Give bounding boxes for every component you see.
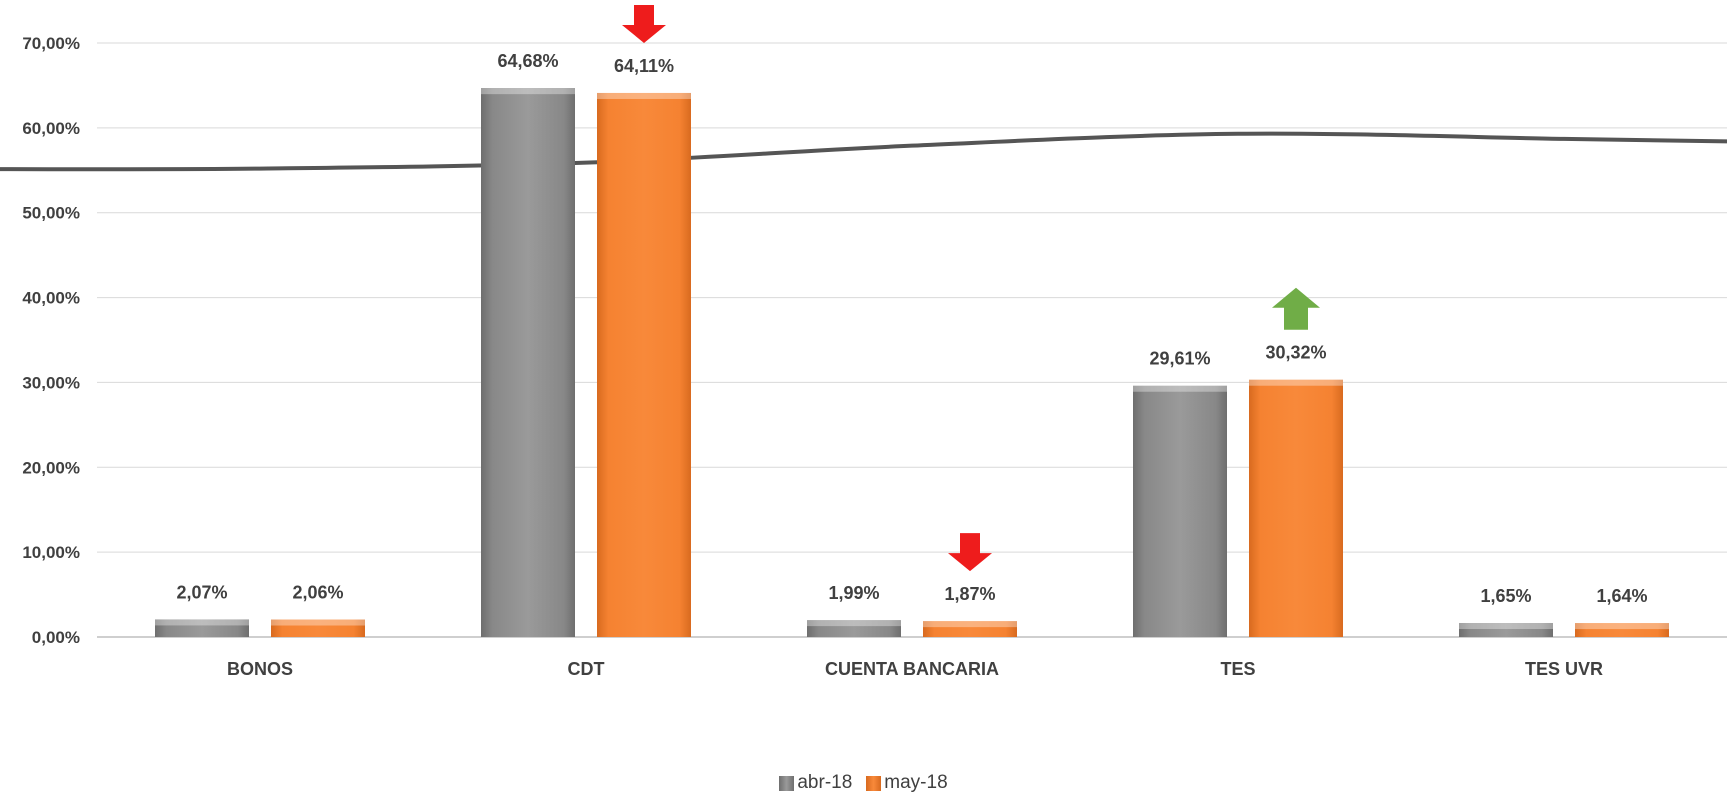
data-label: 1,65% [1480,586,1531,606]
legend-label-series-2: may-18 [884,772,948,793]
bar-abr-18 [807,620,901,637]
data-label: 2,07% [176,582,227,602]
x-category-label: BONOS [227,659,293,679]
bar-abr-18-front [481,88,575,638]
data-label: 29,61% [1149,349,1210,369]
bar-may-18 [923,621,1017,637]
y-tick-label: 10,00% [22,543,80,562]
data-label: 2,06% [292,583,343,603]
bar-bevel [481,88,575,95]
y-tick-label: 60,00% [22,119,80,138]
bar-bevel [597,92,691,99]
bar-bevel [923,621,1017,628]
legend-swatch-series-2 [866,775,882,791]
bar-bevel [807,620,901,627]
legend-item-series-2: may-18 [866,772,948,794]
data-label: 1,87% [944,584,995,604]
arrow-down-icon [948,533,992,572]
y-tick-label: 0,00% [32,628,80,647]
data-label: 64,68% [497,51,558,71]
y-tick-label: 50,00% [22,204,80,223]
bar-bevel [271,619,365,626]
data-label: 1,64% [1596,586,1647,606]
legend-swatch-series-1 [779,775,795,791]
legend: abr-18 may-18 [0,772,1727,794]
x-category-label: CDT [568,659,605,679]
y-tick-label: 70,00% [22,34,80,53]
bar-abr-18 [1459,622,1553,637]
bar-bevel [155,619,249,626]
legend-label-series-1: abr-18 [797,772,853,793]
trend-line [0,131,1727,172]
bar-chart: 0,00% 10,00% 20,00% 30,00% 40,00% 50,00% 60,00… [0,4,1727,679]
data-label: 30,32% [1265,343,1326,363]
bar-abr-18 [155,619,249,637]
y-tick-label: 40,00% [22,289,80,308]
arrow-down-icon [622,4,666,43]
bar-bevel [1249,379,1343,386]
bar-may-18 [1249,379,1343,637]
y-tick-label: 20,00% [22,458,80,477]
bar-may-18 [271,619,365,637]
bar-bevel [1459,622,1553,629]
x-category-label: CUENTA BANCARIA [825,659,999,679]
data-label: 1,99% [828,583,879,603]
data-label: 64,11% [614,56,674,76]
bar-bevel [1575,623,1669,630]
y-tick-label: 30,00% [22,373,80,392]
legend-item-series-1: abr-18 [779,772,852,794]
bar-abr-18 [1133,385,1227,637]
arrow-up-icon [1272,287,1320,330]
x-category-label: TES [1220,659,1255,679]
bar-may-18-front [597,92,691,638]
bar-may-18 [1575,623,1669,637]
x-category-label: TES UVR [1525,659,1603,679]
bar-bevel [1133,385,1227,392]
